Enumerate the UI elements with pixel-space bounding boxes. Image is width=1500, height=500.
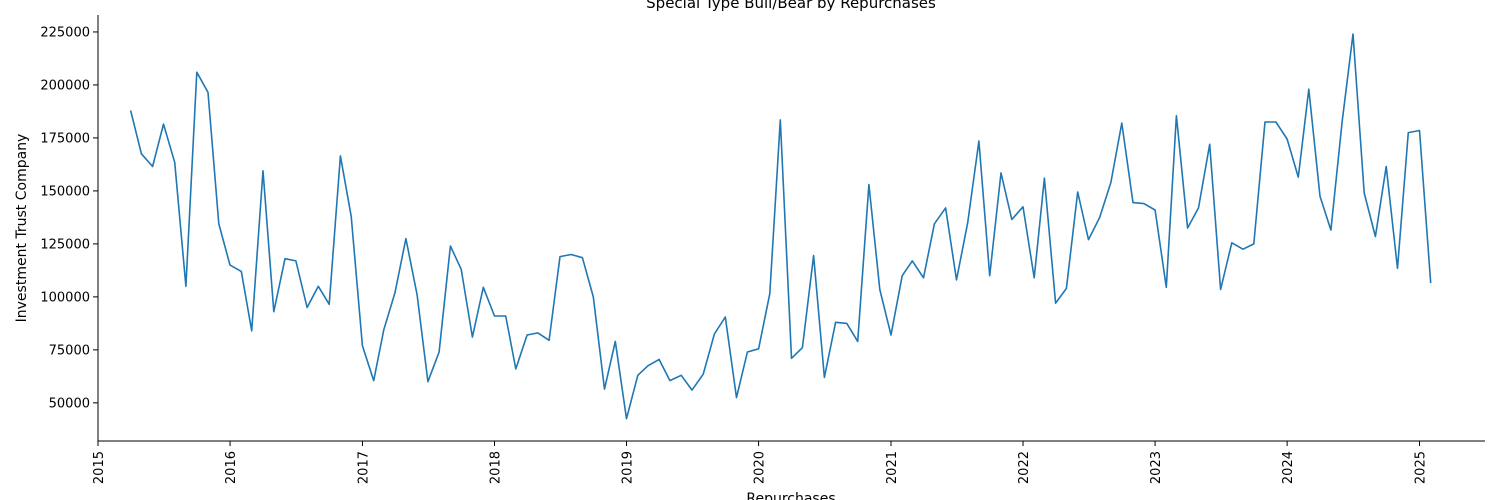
y-tick-label: 125000 xyxy=(40,237,90,252)
x-tick-label: 2016 xyxy=(224,451,239,484)
y-tick-label: 100000 xyxy=(40,290,90,305)
x-tick-label: 2020 xyxy=(753,451,768,484)
y-axis-ticks: 50000 75000 100000 125000 150000 175000 200000… xyxy=(40,25,98,411)
x-tick-label: 2015 xyxy=(92,451,107,484)
x-axis-title: Repurchases xyxy=(746,491,835,500)
y-tick-label: 150000 xyxy=(40,184,90,199)
x-tick-label: 2019 xyxy=(621,451,636,484)
x-tick-label: 2023 xyxy=(1149,451,1164,484)
x-tick-label: 2018 xyxy=(488,451,503,484)
y-tick-label: 75000 xyxy=(49,343,90,358)
y-tick-label: 225000 xyxy=(40,25,90,40)
y-tick-label: 200000 xyxy=(40,78,90,93)
x-tick-label: 2025 xyxy=(1414,451,1429,484)
x-axis-ticks: 2015 2016 2017 2018 2019 2020 2021 2022 2023 2024… xyxy=(92,441,1429,484)
chart-title: Special Type Bull/Bear by Repurchases xyxy=(646,0,936,12)
x-tick-label: 2022 xyxy=(1017,451,1032,484)
series-line xyxy=(129,33,1432,420)
y-tick-label: 50000 xyxy=(49,396,90,411)
x-tick-label: 2024 xyxy=(1281,451,1296,484)
x-tick-label: 2021 xyxy=(885,451,900,484)
y-tick-label: 175000 xyxy=(40,131,90,146)
y-axis-title: Investment Trust Company xyxy=(14,134,30,323)
x-tick-label: 2017 xyxy=(356,451,371,484)
